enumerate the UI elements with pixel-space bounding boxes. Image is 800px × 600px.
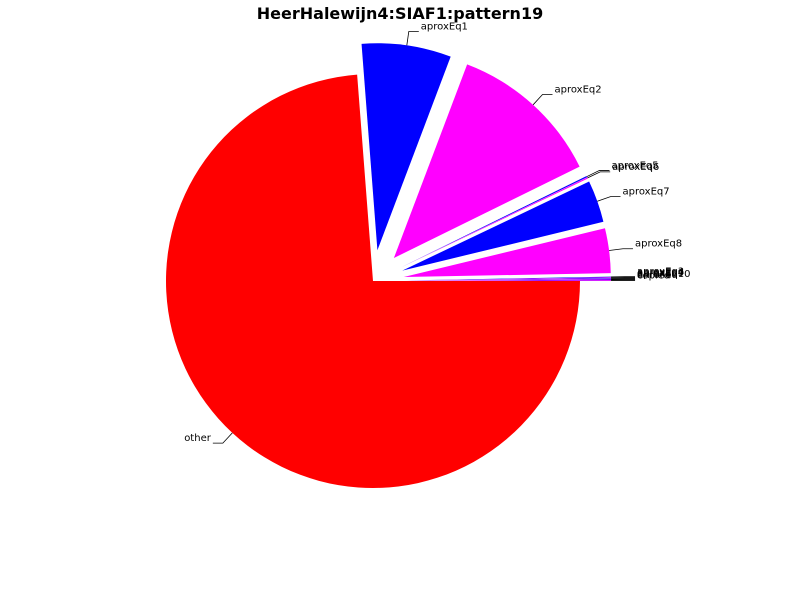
slice-label-aproxeq2: aproxEq2 [555, 84, 602, 95]
slice-label-aproxeq10: aproxEq10 [637, 269, 691, 280]
slice-label-aproxeq6: aproxEq6 [612, 162, 659, 173]
chart-title: HeerHalewijn4:SIAF1:pattern19 [257, 4, 543, 23]
slice-label-aproxeq1: aproxEq1 [421, 22, 468, 33]
slice-label-aproxeq3: aproxEq3 [637, 267, 684, 278]
pie-slice-other [165, 74, 580, 489]
pie-slice-aproxeq9 [404, 278, 612, 281]
slice-label-aproxeq9: aproxEq9 [637, 268, 684, 279]
pie-slices [165, 43, 612, 489]
leader-line-aproxeq1 [406, 31, 419, 46]
pie-slice-aproxeq10 [404, 278, 612, 281]
slice-label-copied: copied [637, 271, 670, 282]
pie-slice-aproxeq5 [400, 175, 588, 268]
pie-slice-copied [404, 280, 612, 281]
slice-label-other: other [184, 433, 212, 444]
pie-slice-aproxeq1 [361, 43, 451, 251]
slice-label-aproxeq8: aproxEq8 [635, 239, 682, 250]
leader-line-aproxeq5 [586, 170, 610, 177]
leader-line-aproxeq7 [597, 196, 621, 202]
pie-slice-aproxeq7 [402, 181, 604, 271]
leader-line-aproxeq6 [587, 171, 611, 179]
pie-slice-aproxeq4 [404, 277, 612, 281]
slice-label-aproxeq7: aproxEq7 [623, 187, 670, 198]
slice-label-aproxeq4: aproxEq4 [637, 267, 684, 278]
pie-slice-unrolled [404, 279, 612, 281]
leader-line-other [212, 432, 233, 444]
pie-slice-aproxeq8 [403, 228, 611, 278]
leader-line-aproxeq2 [532, 94, 553, 106]
pie-slice-aproxeq6 [400, 177, 588, 268]
slice-label-unrolled: unrolled [637, 270, 678, 281]
slice-label-aproxeq5: aproxEq5 [611, 160, 658, 171]
leader-line-aproxeq8 [609, 248, 633, 251]
pie-slice-aproxeq2 [393, 64, 580, 259]
pie-slice-aproxeq3 [404, 276, 612, 281]
